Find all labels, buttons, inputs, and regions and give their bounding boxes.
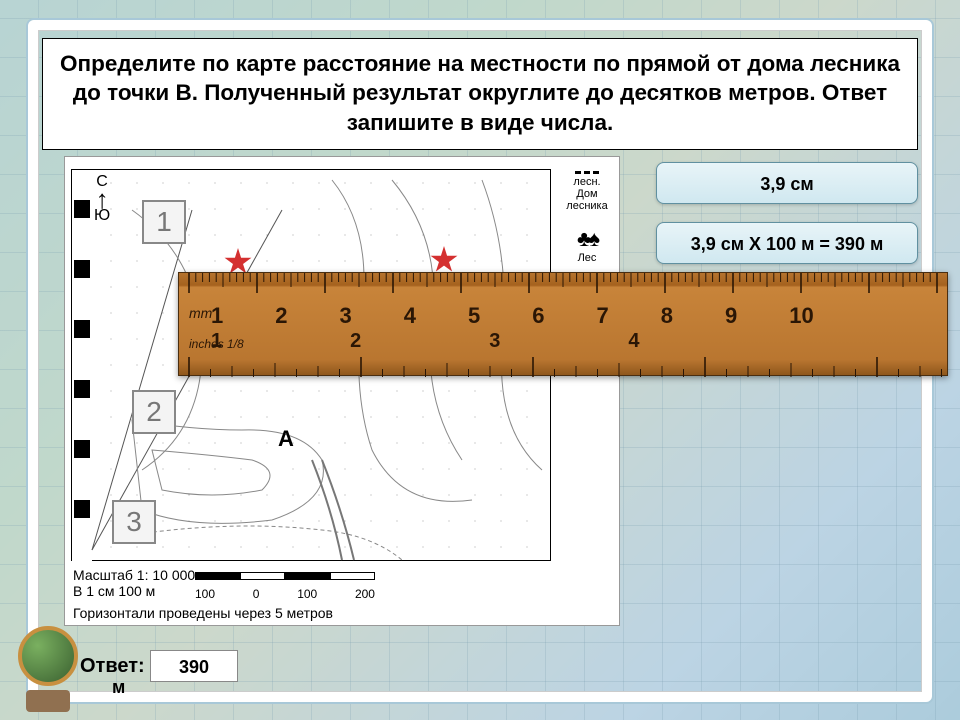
legend-forest: Лес	[557, 252, 617, 264]
scale-cm-line: В 1 см 100 м	[73, 583, 195, 599]
ruler-mm-label: mm	[189, 305, 212, 321]
scale-lbl-0: 100	[195, 587, 215, 601]
scale-contours: Горизонтали проведены через 5 метров	[73, 605, 333, 621]
compass-south: Ю	[94, 208, 110, 224]
rn1: 1	[211, 303, 223, 329]
rbn1: 1	[211, 330, 222, 353]
scale-lbl-3: 200	[355, 587, 375, 601]
rbn3: 3	[489, 330, 500, 353]
ruler-bot-numbers: 1 2 3 4	[211, 330, 640, 353]
rn8: 8	[661, 303, 673, 329]
rn2: 2	[275, 303, 287, 329]
map-area-3: 3	[112, 500, 156, 544]
answer-value: 390	[150, 650, 238, 682]
topographic-map: С ↑ Ю 1 2 3 А лесн. Дом лесника ♣♠ Лес М…	[64, 156, 620, 626]
info-measurement: 3,9 см	[656, 162, 918, 204]
answer-label: Ответ:	[80, 655, 145, 678]
legend-dash-icon	[575, 171, 599, 174]
rn3: 3	[340, 303, 352, 329]
scale-title: Масштаб 1: 10 000	[73, 567, 195, 583]
compass-arrow-icon: ↑	[94, 190, 110, 208]
info-calculation: 3,9 см Х 100 м = 390 м	[656, 222, 918, 264]
rn4: 4	[404, 303, 416, 329]
scale-lbl-1: 0	[253, 587, 260, 601]
scale-lbl-2: 100	[297, 587, 317, 601]
compass: С ↑ Ю	[94, 174, 110, 224]
rbn2: 2	[350, 330, 361, 353]
legend-forester-abbr: лесн.	[557, 176, 617, 188]
rn9: 9	[725, 303, 737, 329]
map-scale-text: Масштаб 1: 10 000 В 1 см 100 м	[73, 567, 195, 599]
map-area-2: 2	[132, 390, 176, 434]
question-text: Определите по карте расстояние на местно…	[42, 38, 918, 150]
scale-bar: 100 0 100 200	[195, 567, 375, 601]
point-a-label: А	[278, 426, 294, 452]
ruler-top-numbers: 1 2 3 4 5 6 7 8 9 10	[211, 303, 814, 329]
rbn4: 4	[628, 330, 639, 353]
globe-icon	[8, 622, 88, 712]
rn10: 10	[789, 303, 813, 329]
legend-tree-icon: ♣♠	[557, 226, 617, 252]
answer-unit: м	[112, 677, 125, 698]
rn7: 7	[597, 303, 609, 329]
rn6: 6	[532, 303, 544, 329]
legend-forester: Дом лесника	[557, 188, 617, 212]
ruler: mm inches 1/8 1 2 3 4 5 6 7 8 9 10 1 2 3…	[178, 272, 948, 376]
map-legend: лесн. Дом лесника ♣♠ Лес	[557, 171, 617, 278]
rn5: 5	[468, 303, 480, 329]
map-area-1: 1	[142, 200, 186, 244]
